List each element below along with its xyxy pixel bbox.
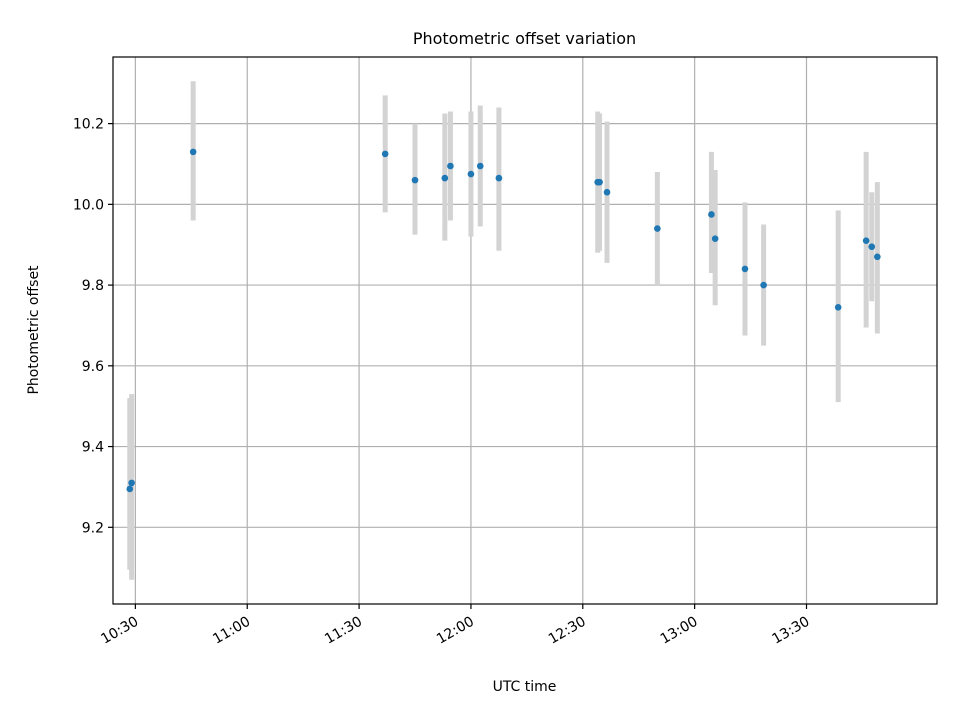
data-point (126, 486, 133, 493)
y-tick-label: 9.6 (82, 359, 104, 375)
data-point (447, 163, 454, 170)
data-point (654, 225, 661, 232)
data-point (190, 149, 197, 156)
y-axis-label: Photometric offset (26, 265, 42, 395)
chart-title: Photometric offset variation (413, 29, 636, 48)
data-point (863, 237, 870, 244)
data-point (128, 480, 135, 487)
data-point (382, 151, 389, 158)
data-point (742, 266, 749, 273)
data-point (496, 175, 503, 182)
data-point (604, 189, 611, 196)
y-tick-label: 9.4 (82, 440, 104, 456)
data-point (874, 254, 881, 261)
data-point (442, 175, 449, 182)
data-point (712, 235, 719, 242)
y-tick-label: 10.2 (73, 117, 104, 133)
y-tick-label: 9.8 (82, 278, 104, 294)
data-point (868, 243, 875, 250)
data-point (412, 177, 419, 184)
chart: Photometric offset variation 9.2 9.4 9.6 9.… (0, 0, 960, 720)
x-axis-label: UTC time (493, 679, 557, 695)
data-point (596, 179, 603, 186)
data-point (477, 163, 484, 170)
y-tick-label: 10.0 (73, 197, 104, 213)
data-point (835, 304, 842, 311)
data-point (468, 171, 475, 178)
y-tick-label: 9.2 (82, 520, 104, 536)
data-point (760, 282, 767, 289)
data-point (708, 211, 715, 218)
